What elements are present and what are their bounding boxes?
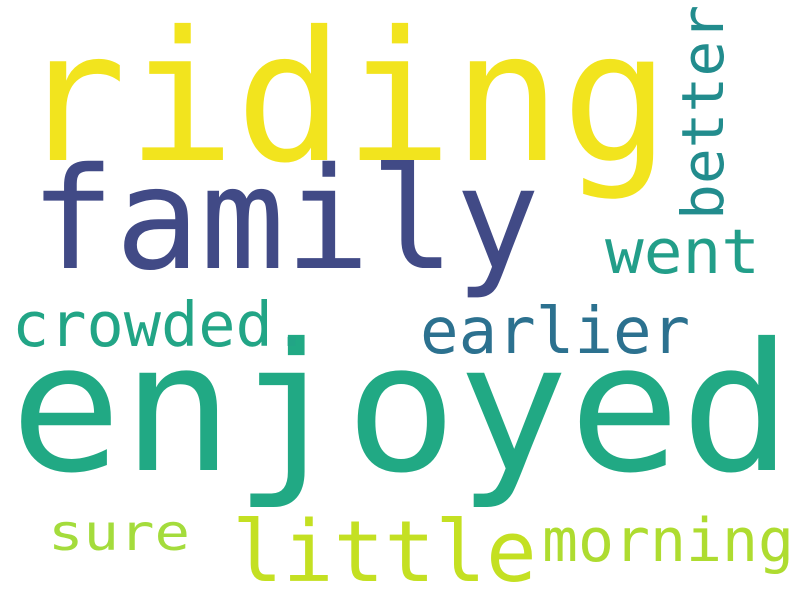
word-riding: riding — [18, 0, 671, 203]
word-went: went — [605, 217, 760, 288]
word-enjoyed: enjoyed — [10, 305, 793, 512]
word-little: little — [232, 503, 537, 600]
word-sure: sure — [48, 504, 190, 562]
word-better: better — [669, 4, 737, 220]
word-crowded: crowded. — [12, 290, 311, 361]
word-morning: morning — [542, 506, 795, 576]
word-family: family — [30, 138, 541, 302]
word-earlier: earlier — [420, 295, 691, 369]
